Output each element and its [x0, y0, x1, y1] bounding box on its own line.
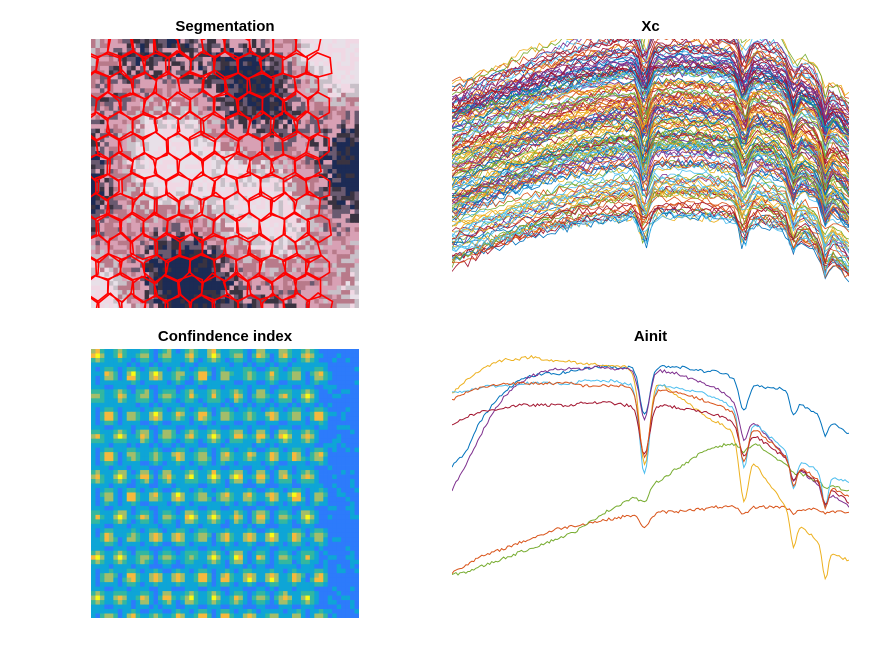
- xc-series-line: [452, 39, 849, 113]
- ainit-series-line: [452, 381, 849, 511]
- xc-series-line: [452, 201, 849, 265]
- xc-series-line: [452, 67, 849, 156]
- ainit-series-line: [452, 365, 849, 508]
- xc-series-line: [452, 40, 849, 125]
- confidence-pixels: [91, 349, 359, 618]
- xc-title: Xc: [641, 18, 660, 35]
- xc-series-line: [452, 210, 849, 277]
- confidence-title: Confindence index: [157, 328, 293, 345]
- xc-series-line: [452, 113, 849, 185]
- xc-series-line: [452, 188, 849, 274]
- ainit-series-line: [452, 442, 849, 576]
- xc-series-line: [452, 159, 849, 228]
- xc-series: [452, 39, 849, 283]
- ainit-series-line: [452, 504, 849, 574]
- xc-series-line: [452, 87, 849, 167]
- xc-series-line: [452, 175, 849, 259]
- xc-series-line: [452, 39, 849, 110]
- xc-line-plot: [452, 39, 849, 283]
- xc-series-line: [452, 158, 849, 221]
- xc-series-line: [452, 53, 849, 126]
- xc-series-line: [452, 151, 849, 231]
- xc-series-line: [452, 39, 849, 96]
- xc-series-line: [452, 79, 849, 143]
- xc-series-line: [452, 127, 849, 220]
- xc-series-line: [452, 186, 849, 247]
- ainit-line-plot: [452, 354, 849, 581]
- xc-series-line: [452, 169, 849, 252]
- segmentation-title: Segmentation: [175, 18, 275, 35]
- confidence-heatmap: [91, 349, 359, 618]
- xc-series-line: [452, 115, 849, 177]
- xc-series-line: [452, 200, 849, 279]
- xc-series-line: [452, 157, 849, 219]
- superpixel-boundaries: [91, 39, 334, 308]
- xc-series-line: [452, 124, 849, 205]
- xc-series-line: [452, 177, 849, 248]
- xc-series-line: [452, 176, 849, 233]
- segmentation-image: [91, 39, 359, 308]
- xc-series-line: [452, 154, 849, 220]
- ainit-series-line: [452, 364, 849, 468]
- xc-series-line: [452, 119, 849, 195]
- xc-series-line: [452, 176, 849, 244]
- ainit-series-line: [452, 401, 849, 506]
- xc-series-line: [452, 99, 849, 175]
- xc-series-line: [452, 46, 849, 135]
- xc-series-line: [452, 187, 849, 269]
- xc-series-line: [452, 140, 849, 208]
- xc-series-line: [452, 39, 849, 105]
- xc-series-line: [452, 122, 849, 207]
- ainit-series-line: [452, 378, 849, 507]
- xc-series-line: [452, 173, 849, 240]
- xc-series-line: [452, 64, 849, 145]
- xc-series-line: [452, 148, 849, 216]
- ainit-series: [452, 354, 849, 581]
- xc-series-line: [452, 39, 849, 119]
- xc-series-line: [452, 141, 849, 226]
- xc-series-line: [452, 141, 849, 220]
- ainit-title: Ainit: [633, 328, 668, 345]
- xc-series-line: [452, 213, 849, 276]
- xc-series-line: [452, 91, 849, 162]
